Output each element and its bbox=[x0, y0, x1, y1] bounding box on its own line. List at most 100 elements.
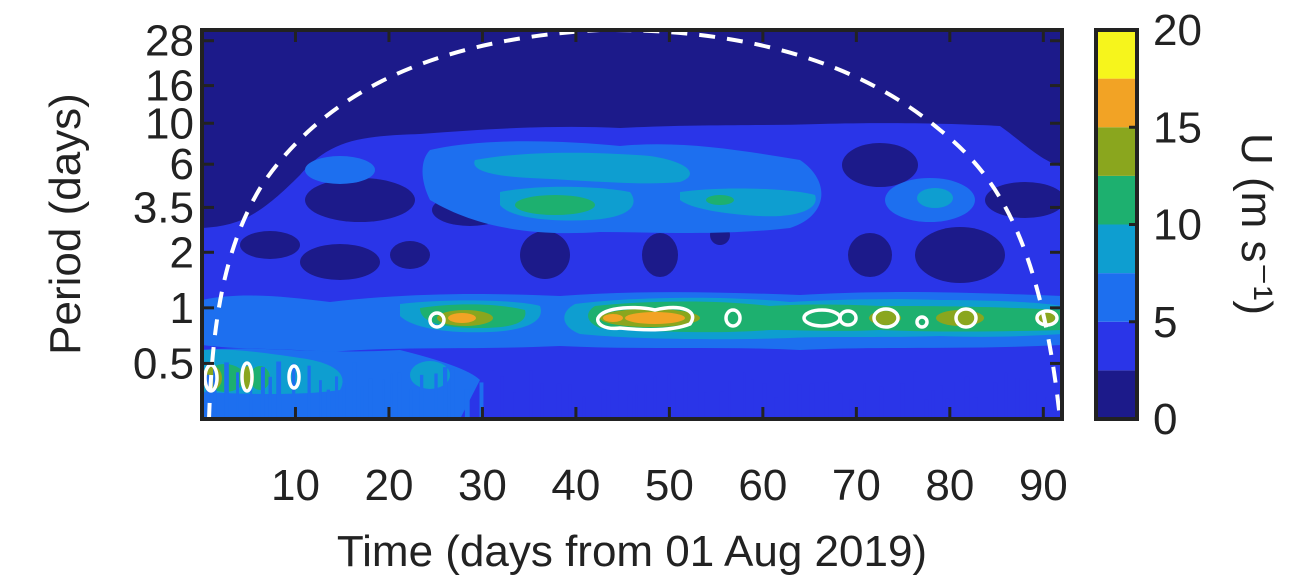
streak bbox=[635, 384, 638, 419]
streak bbox=[719, 391, 724, 419]
streak bbox=[931, 390, 935, 419]
x-tick-label: 40 bbox=[551, 461, 600, 510]
colorbar-tick-label: 0 bbox=[1153, 395, 1177, 444]
streak bbox=[784, 373, 790, 419]
colorbar-swatch bbox=[1096, 30, 1137, 79]
colorbar-tick-label: 15 bbox=[1153, 103, 1202, 152]
streak bbox=[863, 383, 866, 419]
y-axis-title: Period (days) bbox=[41, 93, 90, 355]
streak bbox=[849, 399, 854, 419]
streak bbox=[750, 379, 754, 419]
streak bbox=[276, 361, 282, 419]
x-tick-label: 30 bbox=[458, 461, 507, 510]
streak bbox=[206, 374, 210, 419]
colorbar-tick-label: 10 bbox=[1153, 201, 1202, 250]
streak bbox=[291, 363, 296, 419]
y-tick-label: 28 bbox=[145, 17, 194, 66]
y-tick-label: 0.5 bbox=[133, 339, 194, 388]
streak bbox=[326, 389, 331, 419]
streak bbox=[964, 376, 970, 419]
streak bbox=[683, 373, 688, 419]
streak bbox=[513, 392, 517, 419]
streak bbox=[913, 371, 917, 419]
streak bbox=[983, 394, 987, 419]
streak bbox=[924, 399, 929, 419]
streak bbox=[342, 383, 346, 419]
x-axis: 10 20 30 40 50 60 70 80 90 bbox=[271, 30, 1068, 510]
colorbar-swatch bbox=[1096, 224, 1137, 274]
significance-contours bbox=[203, 305, 1059, 393]
streak bbox=[319, 380, 322, 419]
x-tick-label: 70 bbox=[832, 461, 881, 510]
plot-area bbox=[202, 30, 1062, 419]
streak bbox=[268, 376, 272, 419]
streak bbox=[568, 384, 572, 419]
colorbar-swatch bbox=[1096, 273, 1137, 322]
streak bbox=[540, 383, 544, 419]
streak bbox=[500, 376, 504, 419]
streak bbox=[889, 392, 894, 419]
streak bbox=[644, 384, 647, 419]
streak bbox=[409, 388, 413, 419]
streak bbox=[390, 373, 393, 419]
streak bbox=[236, 372, 239, 419]
streak bbox=[1026, 379, 1030, 419]
plot-frame bbox=[200, 28, 1064, 421]
x-axis-title: Time (days from 01 Aug 2019) bbox=[337, 527, 927, 576]
streak bbox=[939, 385, 943, 419]
colorbar-tick-label: 5 bbox=[1153, 298, 1177, 347]
streak bbox=[556, 383, 562, 419]
colorbar-swatch bbox=[1096, 321, 1137, 371]
streak bbox=[728, 380, 731, 419]
streak bbox=[382, 379, 385, 419]
streak bbox=[945, 398, 950, 419]
colorbar-swatch bbox=[1096, 175, 1137, 225]
streak bbox=[837, 393, 843, 419]
streak bbox=[582, 396, 586, 419]
streak bbox=[434, 373, 438, 419]
streak bbox=[774, 397, 778, 419]
streak bbox=[352, 362, 357, 419]
colorbar-swatch bbox=[1096, 127, 1137, 176]
streak bbox=[1015, 377, 1020, 419]
streak bbox=[443, 367, 448, 419]
streak bbox=[307, 365, 311, 419]
y-tick-label: 16 bbox=[145, 62, 194, 111]
streak bbox=[1033, 392, 1037, 419]
x-tick-label: 10 bbox=[271, 461, 320, 510]
streak bbox=[704, 392, 708, 419]
streak bbox=[260, 367, 265, 419]
streak bbox=[360, 386, 364, 419]
streak bbox=[879, 386, 884, 419]
streak bbox=[797, 384, 802, 419]
streak bbox=[1004, 372, 1008, 419]
colorbar: 0 5 10 15 20 bbox=[1094, 6, 1202, 444]
streak bbox=[673, 388, 676, 419]
streak bbox=[616, 372, 619, 419]
x-tick-label: 90 bbox=[1019, 461, 1068, 510]
streak bbox=[464, 389, 470, 419]
streak bbox=[693, 370, 699, 419]
streak bbox=[762, 383, 767, 419]
streak bbox=[588, 374, 593, 419]
streak bbox=[809, 383, 815, 419]
x-tick-label: 80 bbox=[925, 461, 974, 510]
streak bbox=[824, 382, 829, 419]
streak bbox=[973, 397, 978, 419]
streak bbox=[610, 394, 613, 419]
colorbar-swatch bbox=[1096, 370, 1137, 419]
high-frequency-streaks bbox=[206, 361, 1059, 419]
streak bbox=[249, 379, 253, 419]
x-tick-label: 20 bbox=[364, 461, 413, 510]
streak bbox=[419, 374, 424, 419]
y-tick-label: 3.5 bbox=[133, 183, 194, 232]
y-tick-label: 10 bbox=[145, 99, 194, 148]
cone-of-influence bbox=[207, 30, 1062, 419]
streak bbox=[368, 378, 373, 419]
y-tick-label: 1 bbox=[170, 284, 194, 333]
streak bbox=[627, 394, 633, 419]
streak bbox=[993, 382, 998, 419]
streak bbox=[213, 367, 217, 419]
